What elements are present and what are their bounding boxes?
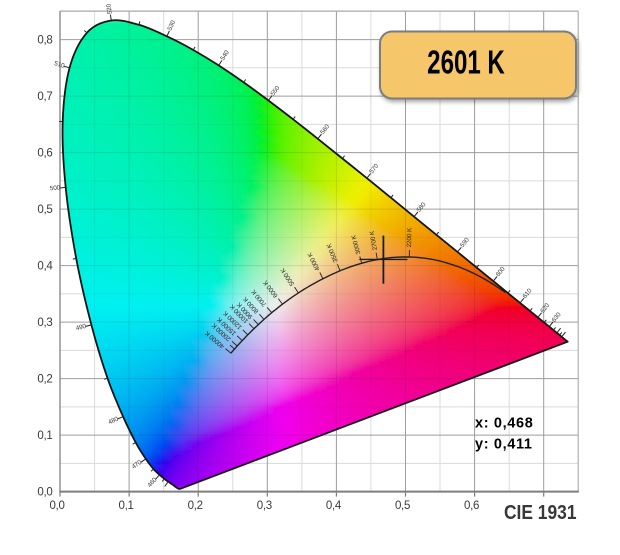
svg-text:0,3: 0,3 <box>37 317 52 329</box>
svg-text:0,4: 0,4 <box>326 500 342 512</box>
svg-text:CIE 1931: CIE 1931 <box>504 501 577 523</box>
svg-text:0,6: 0,6 <box>464 500 479 512</box>
svg-text:530: 530 <box>166 19 177 32</box>
svg-text:0,4: 0,4 <box>37 261 53 273</box>
svg-text:0,0: 0,0 <box>37 487 52 499</box>
svg-text:470: 470 <box>131 459 144 471</box>
svg-text:0,1: 0,1 <box>119 500 134 512</box>
svg-text:540: 540 <box>219 49 231 62</box>
svg-text:2200 K: 2200 K <box>406 227 413 248</box>
svg-text:x: 0,468: x: 0,468 <box>475 415 533 431</box>
svg-text:0,3: 0,3 <box>257 500 272 512</box>
svg-text:2700 K: 2700 K <box>369 229 380 250</box>
svg-text:0,2: 0,2 <box>188 500 203 512</box>
svg-text:0,1: 0,1 <box>37 430 52 442</box>
svg-text:0,6: 0,6 <box>37 148 52 160</box>
svg-text:480: 480 <box>107 415 120 426</box>
svg-text:490: 490 <box>75 323 87 333</box>
svg-text:0,7: 0,7 <box>37 91 52 103</box>
svg-text:0,5: 0,5 <box>395 500 410 512</box>
svg-text:510: 510 <box>53 60 65 70</box>
svg-text:0,0: 0,0 <box>49 500 64 512</box>
svg-text:0,5: 0,5 <box>37 204 52 216</box>
svg-text:0,8: 0,8 <box>37 35 52 47</box>
svg-text:500: 500 <box>50 184 62 192</box>
svg-text:2601 K: 2601 K <box>427 45 505 82</box>
svg-text:y: 0,411: y: 0,411 <box>475 436 533 452</box>
svg-text:0,2: 0,2 <box>37 374 52 386</box>
svg-text:520: 520 <box>105 3 114 15</box>
